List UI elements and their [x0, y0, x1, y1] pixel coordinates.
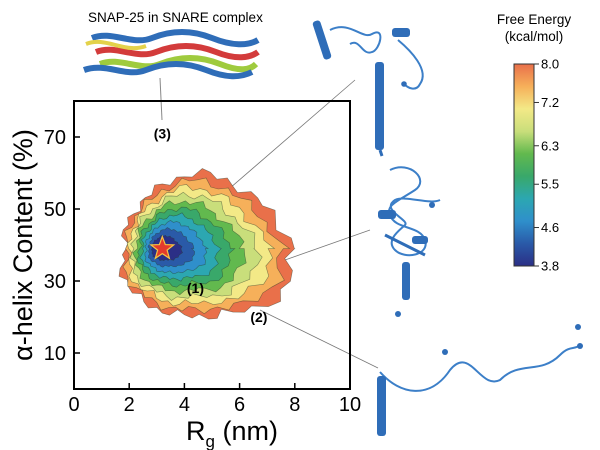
colorbar	[513, 63, 535, 267]
y-tick-label: 10	[44, 343, 66, 365]
x-axis-ticks: 0 2 4 6 8 10	[68, 383, 361, 416]
x-tick-label: 8	[289, 394, 300, 416]
snare-complex-structure	[82, 29, 260, 121]
colorbar-tick-label: 4.6	[541, 220, 559, 235]
annotation-state-1: (1)	[187, 280, 204, 296]
x-axis-label-main: R	[186, 416, 206, 446]
y-tick-label: 30	[44, 271, 66, 293]
colorbar-tick-label: 8.0	[541, 57, 559, 72]
colorbar-ticks: 8.0 7.2 6.3 5.5 4.6 3.8	[534, 57, 559, 274]
free-energy-landscape	[118, 168, 296, 320]
annotation-state-3: (3)	[154, 125, 171, 141]
x-axis-label-subscript: g	[206, 432, 215, 450]
colorbar-title-line1: Free Energy	[497, 12, 572, 27]
colorbar-title-line2: (kcal/mol)	[505, 29, 564, 44]
plot-area	[73, 100, 351, 390]
y-tick-label: 50	[44, 199, 66, 221]
x-tick-label: 10	[339, 394, 361, 416]
x-tick-label: 4	[179, 394, 190, 416]
x-axis-label: Rg (nm)	[186, 416, 278, 450]
y-tick-label: 70	[44, 127, 66, 149]
annotation-state-2: (2)	[250, 309, 267, 325]
x-axis-label-unit: (nm)	[215, 416, 278, 446]
inset-title: SNAP-25 in SNARE complex	[88, 10, 263, 25]
colorbar-tick-label: 5.5	[541, 177, 559, 192]
x-tick-label: 2	[124, 394, 135, 416]
colorbar-tick-label: 3.8	[541, 259, 559, 274]
free-energy-minimum-star	[149, 234, 176, 260]
x-tick-label: 0	[68, 394, 79, 416]
y-axis-ticks: 10 30 50 70	[44, 127, 80, 365]
structure-extended-bottom	[377, 324, 583, 436]
x-tick-label: 6	[234, 394, 245, 416]
y-axis-label: α-helix Content (%)	[8, 129, 38, 361]
colorbar-tick-label: 7.2	[541, 95, 559, 110]
structure-middle	[378, 166, 441, 317]
colorbar-tick-label: 6.3	[541, 138, 559, 153]
structure-compact-top	[312, 20, 424, 157]
